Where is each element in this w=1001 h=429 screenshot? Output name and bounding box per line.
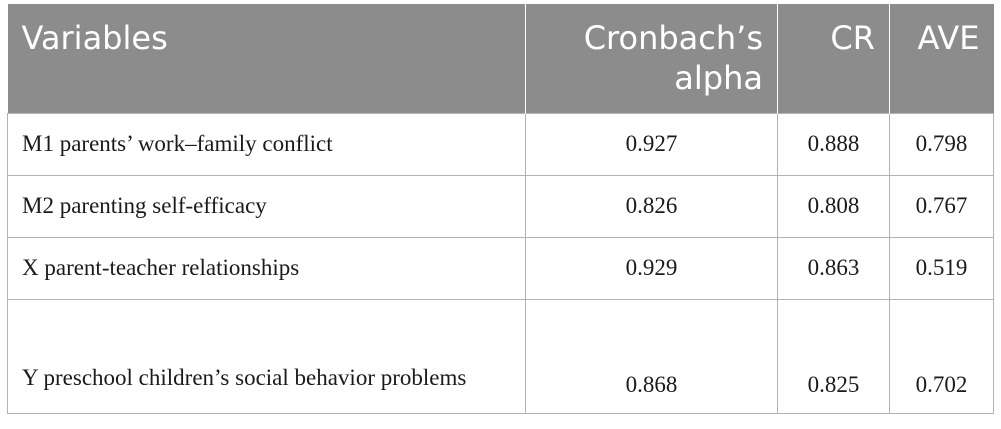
header-cr: CR: [777, 4, 890, 113]
header-ave: AVE: [889, 4, 994, 113]
table-row: Y preschool children’s social behavior p…: [7, 298, 994, 414]
cell-variable: M2 parenting self-efficacy: [7, 174, 526, 238]
cell-alpha: 0.929: [525, 236, 778, 300]
table-row: X parent-teacher relationships 0.929 0.8…: [7, 236, 994, 300]
cell-ave: 0.702: [889, 298, 994, 414]
cell-alpha: 0.826: [525, 174, 778, 238]
cell-variable: Y preschool children’s social behavior p…: [7, 298, 526, 414]
cell-variable: X parent-teacher relationships: [7, 236, 526, 300]
header-variables: Variables: [7, 4, 526, 113]
table-row: M1 parents’ work–family conflict 0.927 0…: [7, 112, 994, 176]
cell-ave: 0.798: [889, 112, 994, 176]
table-body: M1 parents’ work–family conflict 0.927 0…: [7, 112, 994, 414]
cell-alpha: 0.927: [525, 112, 778, 176]
header-row: Variables Cronbach’s alpha CR AVE: [7, 4, 994, 113]
cell-ave: 0.519: [889, 236, 994, 300]
cell-cr: 0.888: [777, 112, 890, 176]
cell-alpha: 0.868: [525, 298, 778, 414]
cell-cr: 0.808: [777, 174, 890, 238]
table-row: M2 parenting self-efficacy 0.826 0.808 0…: [7, 174, 994, 238]
header-cronbach-alpha: Cronbach’s alpha: [525, 4, 778, 113]
cell-ave: 0.767: [889, 174, 994, 238]
cell-cr: 0.825: [777, 298, 890, 414]
reliability-table-container: Variables Cronbach’s alpha CR AVE M1 par…: [7, 4, 994, 414]
table-header: Variables Cronbach’s alpha CR AVE: [7, 4, 994, 113]
cell-variable: M1 parents’ work–family conflict: [7, 112, 526, 176]
reliability-table: Variables Cronbach’s alpha CR AVE M1 par…: [7, 4, 994, 414]
cell-cr: 0.863: [777, 236, 890, 300]
